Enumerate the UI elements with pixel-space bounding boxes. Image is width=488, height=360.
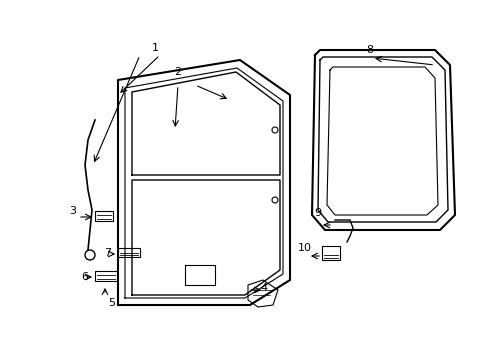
Text: 3: 3 (69, 206, 76, 216)
Text: 1: 1 (151, 43, 158, 53)
Text: 4: 4 (260, 283, 267, 293)
Text: 6: 6 (81, 272, 88, 282)
Text: 8: 8 (366, 45, 373, 55)
FancyBboxPatch shape (321, 246, 339, 260)
Text: 7: 7 (104, 248, 111, 258)
Text: 9: 9 (314, 208, 321, 218)
FancyBboxPatch shape (95, 271, 117, 281)
Text: 10: 10 (297, 243, 311, 253)
Text: 5: 5 (108, 298, 115, 308)
FancyBboxPatch shape (118, 248, 140, 257)
Polygon shape (247, 280, 278, 307)
Text: 2: 2 (174, 67, 181, 77)
FancyBboxPatch shape (95, 211, 113, 221)
